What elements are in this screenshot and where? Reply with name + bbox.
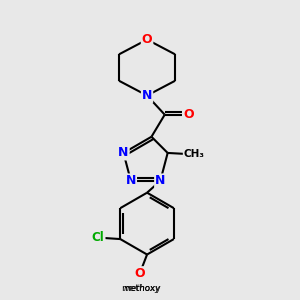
Text: N: N bbox=[126, 174, 136, 188]
Text: O: O bbox=[142, 33, 152, 46]
Text: O: O bbox=[134, 267, 145, 280]
Text: N: N bbox=[142, 89, 152, 102]
Text: N: N bbox=[118, 146, 129, 159]
Text: methoxy: methoxy bbox=[121, 284, 161, 293]
Text: N: N bbox=[155, 174, 166, 188]
Text: methoxy: methoxy bbox=[124, 284, 161, 293]
Text: O: O bbox=[183, 108, 194, 121]
Text: Cl: Cl bbox=[92, 231, 105, 244]
Text: CH₃: CH₃ bbox=[184, 149, 205, 159]
